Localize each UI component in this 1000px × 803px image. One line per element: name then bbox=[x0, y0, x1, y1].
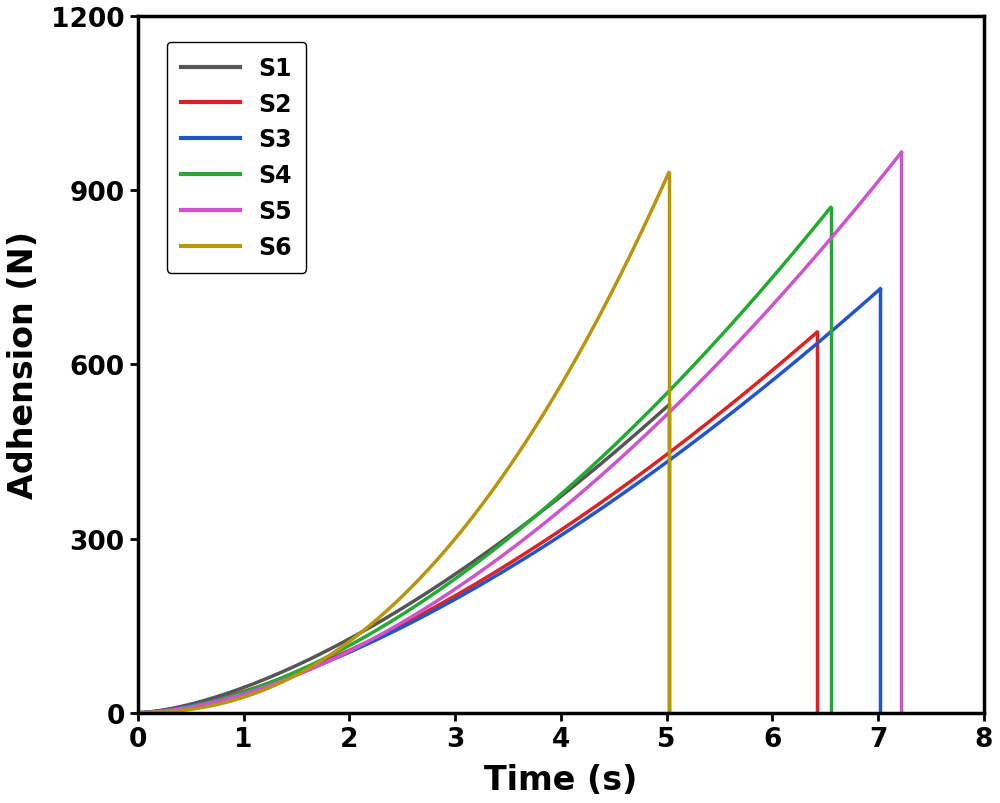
S4 bbox=[132, 708, 144, 718]
S4 bbox=[203, 698, 215, 707]
S5 bbox=[895, 149, 907, 158]
S1 bbox=[132, 708, 144, 718]
Line: S1: S1 bbox=[138, 406, 669, 713]
S1 bbox=[663, 401, 675, 410]
S3 bbox=[432, 604, 444, 613]
S6 bbox=[546, 396, 558, 406]
Line: S5: S5 bbox=[138, 153, 901, 713]
S3 bbox=[642, 471, 654, 481]
S4 bbox=[608, 442, 620, 451]
S3 bbox=[459, 589, 471, 599]
S2 bbox=[201, 697, 213, 707]
S6 bbox=[347, 634, 359, 644]
S1 bbox=[496, 536, 508, 546]
S6 bbox=[186, 704, 198, 714]
S6 bbox=[132, 708, 144, 718]
S2 bbox=[406, 614, 418, 624]
S6 bbox=[366, 619, 378, 629]
S2 bbox=[598, 496, 610, 506]
S4 bbox=[825, 203, 837, 213]
S5 bbox=[741, 328, 753, 338]
S6 bbox=[663, 169, 675, 178]
Y-axis label: Adhension (N): Adhension (N) bbox=[7, 231, 40, 499]
S4 bbox=[412, 600, 424, 609]
S5 bbox=[727, 343, 739, 353]
S4 bbox=[672, 377, 684, 387]
X-axis label: Time (s): Time (s) bbox=[484, 763, 638, 796]
S5 bbox=[441, 590, 453, 600]
S3 bbox=[132, 708, 144, 718]
S4 bbox=[684, 365, 696, 374]
S5 bbox=[210, 697, 222, 707]
S1 bbox=[186, 699, 198, 709]
S2 bbox=[132, 708, 144, 718]
S2 bbox=[674, 440, 686, 450]
S2 bbox=[811, 328, 823, 338]
Line: S4: S4 bbox=[138, 208, 831, 713]
S1 bbox=[555, 491, 567, 501]
S3 bbox=[711, 420, 723, 430]
S1 bbox=[347, 633, 359, 642]
S3 bbox=[874, 285, 886, 295]
S2 bbox=[431, 601, 443, 611]
S4 bbox=[437, 583, 449, 593]
Legend: S1, S2, S3, S4, S5, S6: S1, S2, S3, S4, S5, S6 bbox=[167, 43, 306, 274]
Line: S3: S3 bbox=[138, 290, 880, 713]
S5 bbox=[656, 415, 668, 425]
S1 bbox=[366, 622, 378, 631]
S6 bbox=[496, 472, 508, 482]
S2 bbox=[661, 450, 673, 459]
S3 bbox=[724, 410, 736, 419]
S5 bbox=[132, 708, 144, 718]
Line: S6: S6 bbox=[138, 173, 669, 713]
S3 bbox=[208, 695, 220, 705]
S1 bbox=[546, 499, 558, 508]
Line: S2: S2 bbox=[138, 333, 817, 713]
S6 bbox=[555, 380, 567, 389]
S5 bbox=[468, 572, 480, 581]
